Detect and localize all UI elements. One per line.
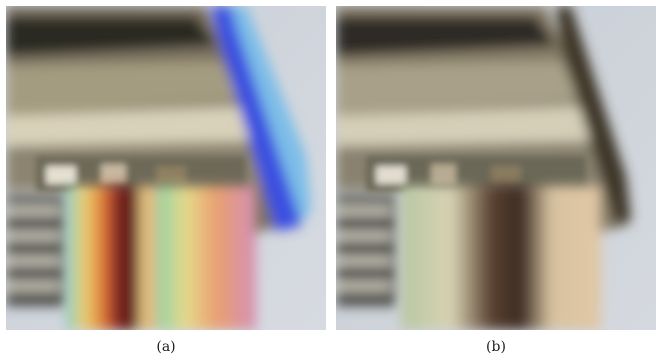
panel-b-photo <box>336 6 656 330</box>
panel-a-photo <box>6 6 326 330</box>
caption-a: (a) <box>156 339 176 355</box>
panel-a-image <box>6 6 326 330</box>
panel-b-image <box>336 6 656 330</box>
caption-b: (b) <box>486 339 506 355</box>
